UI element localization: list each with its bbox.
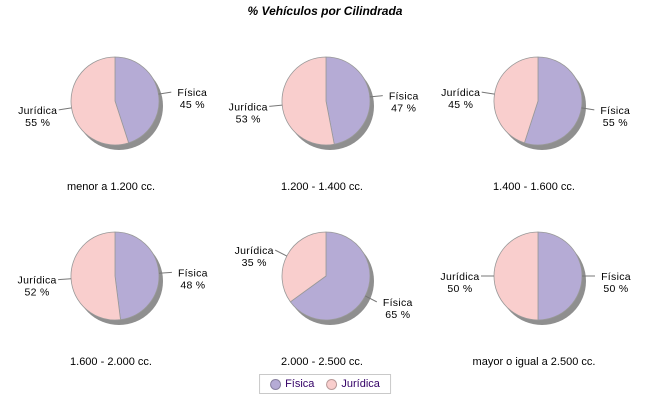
leader-line-fisica [369,95,383,98]
slice-label-name-juridica: Jurídica [440,271,479,283]
slice-label-name-juridica: Jurídica [235,245,274,257]
slice-label-name-fisica: Física [600,105,630,117]
legend-item-juridica: Jurídica [326,378,380,390]
slice-label-value-juridica: 52 % [25,287,50,299]
pie-slice-juridica [493,231,539,321]
slice-label-value-fisica: 50 % [603,283,628,295]
slice-label-value-juridica: 55 % [25,117,50,129]
pie-caption: 1.400 - 1.600 cc. [493,181,575,193]
slice-label-name-juridica: Jurídica [441,87,480,99]
pie-caption: menor a 1.200 cc. [66,181,156,193]
leader-line-juridica [58,278,72,281]
pie-slice-fisica [524,56,583,146]
slice-label-value-juridica: 45 % [448,99,473,111]
slice-label-value-fisica: 47 % [391,103,416,115]
pie-cell-1600-2000: Física 48 % Jurídica 52 % 1.600 - 2.000 cc. [3,210,219,382]
slice-label-name-fisica: Física [383,297,413,309]
leader-line-fisica [364,295,378,303]
pie-cell-2000-2500: Física 65 % Jurídica 35 % 2.000 - 2.500 cc. [214,210,430,382]
pie-caption: mayor o igual a 2.500 cc. [472,356,596,368]
slice-label-value-fisica: 45 % [180,99,205,111]
legend-label-juridica: Jurídica [341,378,380,390]
pie-caption: 1.600 - 2.000 cc. [70,356,152,368]
slice-label-name-juridica: Jurídica [18,105,57,117]
pie-cell-mayor-2500: Física 50 % Jurídica 50 % mayor o igual a 2… [426,210,642,382]
slice-label-name-fisica: Física [177,87,207,99]
leader-line-fisica [581,107,595,111]
leader-line-fisica [158,91,172,95]
slice-label-value-fisica: 48 % [180,279,205,291]
legend-item-fisica: Física [270,378,314,390]
pie-slice-fisica [325,56,371,145]
slice-label-name-juridica: Jurídica [229,101,268,113]
slice-label-name-fisica: Física [389,91,419,103]
pie-slice-juridica [70,231,121,321]
slice-label-value-juridica: 53 % [236,113,261,125]
pie-cell-1200-1400: Física 47 % Jurídica 53 % 1.200 - 1.400 cc. [214,35,430,207]
pie-caption: 1.200 - 1.400 cc. [281,181,363,193]
fisica-swatch-icon [270,378,282,390]
pie-slice-juridica [281,56,335,146]
leader-line-fisica [158,271,172,274]
legend-label-fisica: Física [285,378,315,390]
leader-line-juridica [481,91,495,95]
slice-label-name-fisica: Física [178,267,208,279]
slice-label-name-juridica: Jurídica [18,275,57,287]
legend: Física Jurídica [259,374,391,394]
leader-line-juridica [58,107,72,111]
page-title: % Vehículos por Cilindrada [247,4,403,18]
slice-label-name-fisica: Física [601,271,631,283]
pie-slice-fisica [114,56,160,144]
pie-cell-menor-1200: Física 45 % Jurídica 55 % menor a 1.200 cc. [3,35,219,207]
slice-label-value-juridica: 50 % [447,283,472,295]
pie-slice-fisica [290,231,371,321]
leader-line-juridica [269,104,283,107]
pie-slice-juridica [493,56,539,144]
pie-slice-fisica [114,231,160,321]
pie-slice-juridica [70,56,129,146]
slice-label-value-fisica: 55 % [603,117,628,129]
pie-caption: 2.000 - 2.500 cc. [281,356,363,368]
slice-label-value-juridica: 35 % [242,257,267,269]
juridica-swatch-icon [326,378,338,390]
leader-line-juridica [274,249,288,257]
slice-label-value-fisica: 65 % [385,309,410,321]
pie-cell-1400-1600: Física 55 % Jurídica 45 % 1.400 - 1.600 cc. [426,35,642,207]
